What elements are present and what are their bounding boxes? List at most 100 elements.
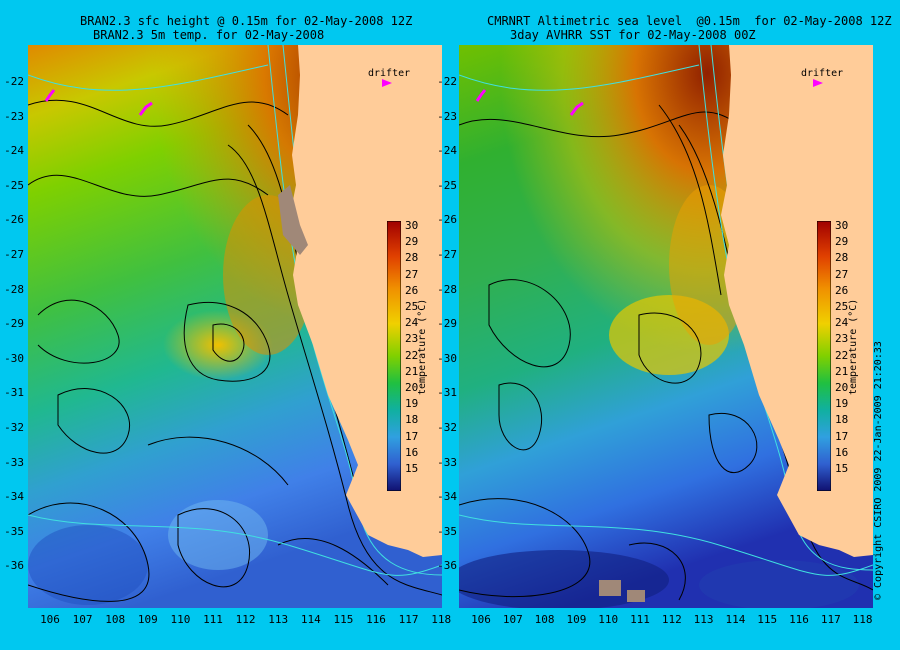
x-tick-label: 110 (598, 613, 619, 626)
x-tick-label: 117 (820, 613, 841, 626)
copyright-note: © Copyright CSIRO 2009 22-Jan-2009 21:20… (873, 341, 884, 600)
right-colorbar-label: temperature (°C) (848, 298, 859, 395)
y-tick-label: -34 (4, 490, 24, 504)
left-map (28, 45, 442, 608)
y-tick-label: -31 (4, 386, 24, 400)
x-tick-label: 116 (789, 613, 809, 626)
x-tick-label: 113 (693, 613, 714, 626)
y-tick-label: -26 (4, 213, 24, 227)
y-tick-label: -35 (437, 524, 457, 538)
x-tick-label: 107 (72, 613, 93, 626)
y-tick-label: -31 (437, 386, 457, 400)
y-tick-label: -30 (437, 351, 457, 365)
colorbar-tick-label: 29 (835, 235, 849, 249)
colorbar-tick-label: 21 (835, 364, 849, 378)
x-tick-label: 109 (566, 613, 587, 626)
x-tick-label: 118 (852, 613, 873, 626)
y-tick-label: -22 (437, 75, 457, 88)
colorbar-tick-label: 20 (405, 381, 419, 394)
colorbar-tick-label: 16 (835, 445, 849, 459)
colorbar-tick-label: 17 (835, 429, 849, 443)
y-tick-label: -33 (4, 455, 24, 469)
colorbar-tick-label: 22 (405, 348, 419, 362)
land-australia-right (721, 45, 873, 557)
x-tick-label: 118 (431, 613, 452, 626)
x-tick-label: 112 (235, 613, 256, 626)
y-tick-label: -25 (4, 178, 24, 192)
left-colorbar (387, 221, 401, 491)
y-tick-label: -34 (437, 490, 457, 504)
y-tick-label: -32 (437, 421, 457, 434)
colorbar-tick-label: 26 (405, 283, 419, 297)
x-tick-label: 111 (203, 613, 223, 626)
land-australia-left (290, 45, 442, 557)
y-tick-label: -23 (437, 109, 457, 123)
left-title-line2: BRAN2.3 5m temp. for 02-May-2008 (93, 28, 325, 42)
colorbar-tick-label: 26 (835, 283, 849, 297)
y-tick-label: -30 (4, 351, 24, 365)
y-tick-label: -25 (437, 178, 457, 192)
x-tick-label: 112 (661, 613, 682, 626)
colorbar-tick-label: 16 (405, 445, 419, 459)
x-tick-label: 115 (333, 613, 354, 626)
drifter-legend-right: drifter (801, 68, 844, 79)
y-tick-label: -28 (4, 282, 24, 296)
y-tick-label: -36 (437, 559, 457, 573)
x-tick-label: 106 (471, 613, 491, 626)
y-tick-label: -28 (437, 282, 457, 296)
y-tick-label: -23 (4, 109, 24, 123)
x-tick-label: 115 (757, 613, 778, 626)
x-tick-label: 108 (105, 613, 126, 626)
colorbar-tick-label: 22 (835, 348, 849, 362)
colorbar-tick-label: 24 (405, 316, 419, 330)
colorbar-tick-label: 18 (835, 413, 849, 427)
colorbar-tick-label: 19 (835, 397, 849, 411)
y-tick-label: -33 (437, 455, 457, 469)
colorbar-tick-label: 15 (405, 462, 419, 475)
y-tick-label: -36 (4, 559, 24, 573)
colorbar-tick-label: 30 (405, 219, 419, 232)
y-tick-label: -29 (437, 317, 457, 331)
left-title-line1: BRAN2.3 sfc height @ 0.15m for 02-May-20… (80, 14, 413, 28)
x-tick-label: 114 (725, 613, 746, 626)
right-colorbar (817, 221, 831, 491)
colorbar-tick-label: 25 (405, 300, 419, 313)
colorbar-tick-label: 17 (405, 429, 419, 443)
y-tick-label: -35 (4, 524, 24, 538)
y-tick-label: -24 (4, 144, 24, 158)
colorbar-tick-label: 29 (405, 235, 419, 249)
y-tick-label: -29 (4, 317, 24, 331)
y-tick-label: -27 (4, 248, 24, 261)
colorbar-tick-label: 27 (835, 267, 849, 281)
x-tick-label: 109 (137, 613, 158, 626)
x-tick-label: 116 (366, 613, 386, 626)
x-tick-label: 106 (40, 613, 60, 626)
colorbar-tick-label: 24 (835, 316, 849, 330)
x-tick-label: 117 (398, 613, 419, 626)
y-tick-label: -22 (4, 75, 24, 88)
x-tick-label: 111 (630, 613, 650, 626)
x-tick-label: 114 (300, 613, 321, 626)
drifter-legend-left: drifter (368, 68, 411, 79)
colorbar-tick-label: 19 (405, 397, 419, 411)
x-tick-label: 108 (534, 613, 555, 626)
colorbar-tick-label: 30 (835, 219, 849, 232)
y-tick-label: -24 (437, 144, 457, 158)
right-title-line1: CMRNRT Altimetric sea level @0.15m for 0… (487, 14, 892, 28)
colorbar-tick-label: 25 (835, 300, 849, 313)
right-map (459, 45, 873, 608)
colorbar-tick-label: 28 (835, 251, 849, 265)
colorbar-tick-label: 20 (835, 381, 849, 394)
y-tick-label: -32 (4, 421, 24, 434)
x-tick-label: 107 (502, 613, 523, 626)
colorbar-tick-label: 18 (405, 413, 419, 427)
colorbar-tick-label: 23 (405, 332, 419, 346)
x-tick-label: 110 (170, 613, 191, 626)
colorbar-tick-label: 21 (405, 364, 419, 378)
colorbar-tick-label: 28 (405, 251, 419, 265)
y-tick-label: -27 (437, 248, 457, 261)
right-title-line2: 3day AVHRR SST for 02-May-2008 00Z (510, 28, 756, 42)
left-colorbar-label: temperature (°C) (417, 298, 428, 395)
colorbar-tick-label: 27 (405, 267, 419, 281)
colorbar-tick-label: 23 (835, 332, 849, 346)
